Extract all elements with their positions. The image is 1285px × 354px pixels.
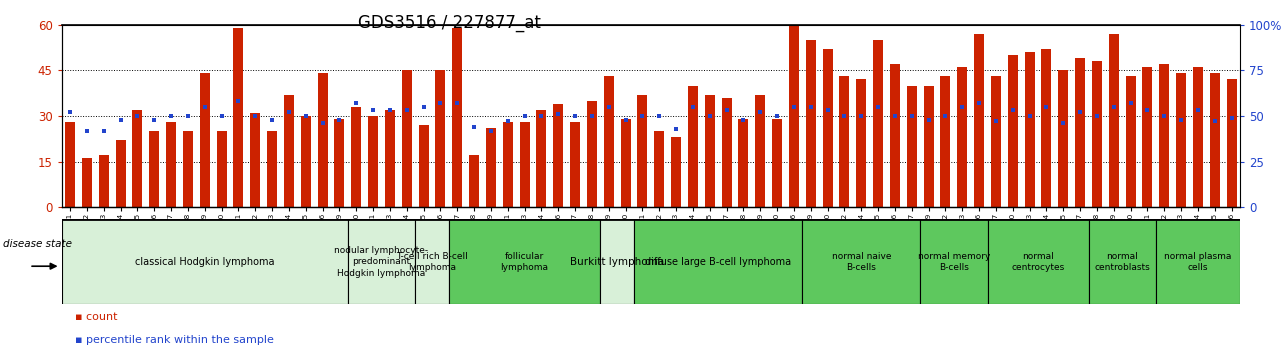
Bar (1024, 52, 1034, 207)
Bar (1109, 34, 1119, 207)
Bar (621, 119, 631, 207)
Bar (671, 137, 681, 207)
Text: normal
centroblasts: normal centroblasts (1095, 252, 1150, 272)
Bar (772, 119, 783, 207)
Bar (166, 122, 176, 207)
Bar (234, 28, 243, 207)
Text: T-cell rich B-cell
lymphoma: T-cell rich B-cell lymphoma (396, 252, 468, 272)
Bar (987, 219, 1088, 304)
Bar (334, 119, 344, 207)
Bar (600, 219, 634, 304)
Text: normal
centrocytes: normal centrocytes (1011, 252, 1065, 272)
Bar (1126, 76, 1136, 207)
Bar (1227, 79, 1236, 207)
Bar (802, 219, 920, 304)
Text: diffuse large B-cell lymphoma: diffuse large B-cell lymphoma (645, 257, 792, 267)
Text: normal memory
B-cells: normal memory B-cells (917, 252, 989, 272)
Bar (554, 104, 563, 207)
Bar (66, 122, 75, 207)
Text: ▪ count: ▪ count (75, 312, 117, 322)
Bar (604, 76, 614, 207)
Bar (217, 131, 226, 207)
Bar (654, 131, 664, 207)
Text: nodular lymphocyte-
predominant
Hodgkin lymphoma: nodular lymphocyte- predominant Hodgkin … (334, 246, 429, 278)
Bar (519, 122, 529, 207)
Bar (739, 119, 748, 207)
Bar (957, 67, 968, 207)
Bar (301, 116, 311, 207)
Bar (907, 86, 916, 207)
Bar (1076, 58, 1085, 207)
Bar (415, 219, 448, 304)
Bar (789, 0, 799, 207)
Bar (62, 219, 348, 304)
Bar (436, 70, 446, 207)
Bar (1176, 73, 1186, 207)
Bar (571, 122, 580, 207)
Bar (452, 28, 463, 207)
Bar (116, 140, 126, 207)
Bar (1059, 70, 1068, 207)
Bar (99, 155, 109, 207)
Bar (856, 79, 866, 207)
Bar (402, 70, 411, 207)
Bar (924, 86, 934, 207)
Bar (1209, 73, 1219, 207)
Bar (1156, 219, 1240, 304)
Text: normal naive
B-cells: normal naive B-cells (831, 252, 891, 272)
Bar (1192, 67, 1203, 207)
Bar (267, 131, 278, 207)
Text: classical Hodgkin lymphoma: classical Hodgkin lymphoma (135, 257, 275, 267)
Bar (822, 49, 833, 207)
Text: GDS3516 / 227877_at: GDS3516 / 227877_at (359, 14, 541, 32)
Bar (1088, 219, 1156, 304)
Bar (348, 219, 415, 304)
Bar (149, 131, 159, 207)
Text: ▪ percentile rank within the sample: ▪ percentile rank within the sample (75, 335, 274, 345)
Bar (419, 125, 429, 207)
Bar (839, 76, 849, 207)
Bar (1041, 49, 1051, 207)
Bar (873, 40, 883, 207)
Bar (182, 131, 193, 207)
Bar (536, 110, 546, 207)
Bar (469, 155, 479, 207)
Text: follicular
lymphoma: follicular lymphoma (501, 252, 549, 272)
Bar (587, 101, 598, 207)
Bar (82, 159, 93, 207)
Bar (368, 116, 378, 207)
Bar (1142, 67, 1153, 207)
Bar (1007, 55, 1018, 207)
Bar (722, 98, 731, 207)
Bar (132, 110, 143, 207)
Bar (284, 95, 294, 207)
Bar (199, 73, 209, 207)
Bar (687, 86, 698, 207)
Bar (351, 107, 361, 207)
Bar (974, 34, 984, 207)
Bar (806, 40, 816, 207)
Bar (704, 95, 714, 207)
Bar (1159, 64, 1169, 207)
Bar (634, 219, 802, 304)
Bar (756, 95, 766, 207)
Bar (891, 64, 899, 207)
Bar (637, 95, 648, 207)
Bar (1092, 61, 1103, 207)
Text: normal plasma
cells: normal plasma cells (1164, 252, 1231, 272)
Bar (941, 76, 951, 207)
Bar (251, 113, 261, 207)
Text: Burkitt lymphoma: Burkitt lymphoma (571, 257, 664, 267)
Bar (502, 122, 513, 207)
Bar (317, 73, 328, 207)
Text: disease state: disease state (3, 239, 72, 249)
Bar (486, 128, 496, 207)
Bar (920, 219, 987, 304)
Bar (448, 219, 600, 304)
Bar (991, 76, 1001, 207)
Bar (386, 110, 394, 207)
